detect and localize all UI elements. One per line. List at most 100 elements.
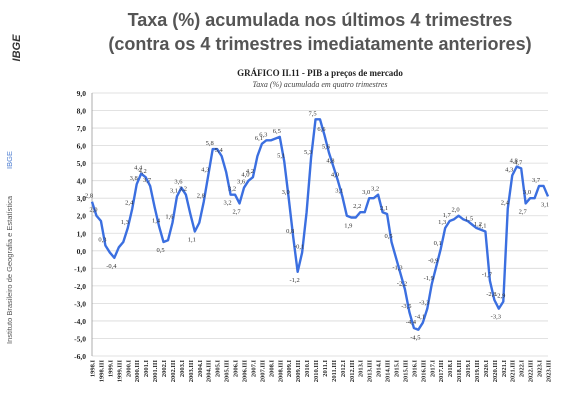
x-tick-label: 2000.I bbox=[125, 360, 132, 378]
data-label: 5,1 bbox=[277, 152, 285, 159]
x-tick-label: 2015.I bbox=[394, 360, 401, 378]
data-label: 2,4 bbox=[125, 200, 134, 207]
data-label: 3,2 bbox=[224, 200, 232, 207]
x-tick-label: 2014.III bbox=[385, 360, 392, 383]
data-label: 0,5 bbox=[384, 233, 392, 240]
data-label: 6,6 bbox=[317, 126, 326, 133]
x-tick-label: 2014.I bbox=[376, 360, 383, 378]
x-tick-label: 2019.III bbox=[474, 360, 481, 383]
x-tick-label: 2017.III bbox=[438, 360, 445, 383]
x-tick-label: 2020.I bbox=[483, 360, 490, 378]
y-tick-label: 0,0 bbox=[77, 247, 87, 256]
x-tick-label: 2007.III bbox=[259, 360, 266, 383]
data-label: -2,8 bbox=[486, 291, 496, 298]
x-tick-label: 2006.I bbox=[233, 360, 240, 378]
x-tick-label: 2004.III bbox=[206, 360, 213, 383]
data-label: 1,3 bbox=[121, 219, 129, 226]
chart-subtitle: Taxa (%) acumulada em quatro trimestres bbox=[253, 80, 388, 89]
x-tick-label: 2021.III bbox=[510, 360, 517, 383]
data-label: 2,8 bbox=[197, 193, 205, 200]
data-label: 7,5 bbox=[308, 110, 316, 117]
side-brand: IBGE bbox=[5, 151, 14, 169]
y-tick-label: -6,0 bbox=[74, 352, 86, 361]
header-title: (contra os 4 trimestres imediatamente an… bbox=[108, 34, 531, 54]
x-tick-label: 2000.III bbox=[134, 360, 141, 383]
data-label: 3,1 bbox=[541, 201, 549, 208]
data-label: 4,8 bbox=[326, 158, 334, 165]
chart-title: GRÁFICO II.11 - PIB a preços de mercado bbox=[237, 68, 403, 78]
x-tick-label: 2010.III bbox=[313, 360, 320, 383]
data-label: 1,7 bbox=[443, 212, 452, 219]
data-label: 2,8 bbox=[85, 193, 93, 200]
x-tick-label: 2004.I bbox=[197, 360, 204, 378]
x-tick-label: 2011.III bbox=[331, 360, 338, 382]
data-label: 3,1 bbox=[170, 187, 178, 194]
data-label: -0,1 bbox=[294, 244, 304, 251]
x-tick-label: 2012.III bbox=[349, 360, 356, 383]
data-label: 0,8 bbox=[286, 228, 294, 235]
data-label: 5,4 bbox=[215, 147, 224, 154]
data-label: 2,0 bbox=[452, 207, 460, 214]
data-label: 2,0 bbox=[89, 207, 97, 214]
data-line bbox=[90, 118, 550, 331]
x-tick-label: 2011.I bbox=[322, 360, 329, 377]
x-tick-label: 2017.I bbox=[429, 360, 436, 378]
data-label: 3,0 bbox=[282, 189, 290, 196]
data-label: 3,7 bbox=[143, 177, 152, 184]
x-tick-label: 2001.I bbox=[143, 360, 150, 378]
x-tick-label: 1998.III bbox=[98, 360, 105, 383]
data-label: 0,5 bbox=[156, 247, 164, 254]
data-label: -4,4 bbox=[406, 319, 417, 326]
data-label: 6,5 bbox=[273, 128, 281, 135]
data-label: 2,2 bbox=[353, 203, 361, 210]
x-tick-label: 2023.III bbox=[546, 360, 553, 383]
x-tick-label: 2016.III bbox=[420, 360, 427, 383]
y-tick-label: -4,0 bbox=[74, 317, 86, 326]
data-label: 4,7 bbox=[514, 159, 523, 166]
data-label: -3,3 bbox=[419, 300, 429, 307]
data-label: -0,4 bbox=[106, 263, 117, 270]
data-label: -4,5 bbox=[410, 335, 420, 342]
data-label: 3,8 bbox=[130, 175, 138, 182]
data-label: 1,4 bbox=[152, 217, 161, 224]
x-tick-label: 2008.III bbox=[277, 360, 284, 383]
data-label: 4,0 bbox=[331, 172, 339, 179]
data-label: 4,3 bbox=[201, 166, 209, 173]
data-label: -1,9 bbox=[424, 275, 434, 282]
x-tick-label: 1999.III bbox=[116, 360, 123, 383]
y-tick-label: 7,0 bbox=[77, 124, 87, 133]
data-label: 1,1 bbox=[188, 237, 196, 244]
data-label: 1,5 bbox=[465, 216, 473, 223]
x-tick-label: 2022.I bbox=[519, 360, 526, 378]
header-title: Taxa (%) acumulada nos últimos 4 trimest… bbox=[128, 10, 513, 30]
y-tick-label: -2,0 bbox=[74, 282, 86, 291]
data-label: 6,3 bbox=[259, 131, 267, 138]
data-label: 5,3 bbox=[304, 149, 312, 156]
x-tick-label: 2012.I bbox=[340, 360, 347, 378]
data-label: -1,2 bbox=[289, 277, 299, 284]
x-tick-label: 2010.I bbox=[304, 360, 311, 378]
data-label: 2,7 bbox=[519, 208, 528, 215]
x-tick-label: 2020.III bbox=[492, 360, 499, 383]
x-tick-label: 2009.III bbox=[295, 360, 302, 383]
x-tick-label: 2002.III bbox=[170, 360, 177, 383]
data-label: -2,2 bbox=[397, 280, 407, 287]
x-tick-label: 1999.I bbox=[107, 360, 114, 378]
y-tick-label: -3,0 bbox=[74, 299, 86, 308]
data-label: 1,9 bbox=[344, 222, 352, 229]
x-tick-label: 2022.III bbox=[528, 360, 535, 383]
x-tick-label: 2013.I bbox=[358, 360, 365, 378]
x-tick-label: 2019.I bbox=[465, 360, 472, 378]
data-label: 1,3 bbox=[438, 219, 446, 226]
x-tick-label: 2009.I bbox=[286, 360, 293, 378]
x-tick-label: 1998.I bbox=[90, 360, 97, 378]
x-tick-label: 2003.I bbox=[179, 360, 186, 378]
y-tick-label: 9,0 bbox=[77, 89, 87, 98]
data-label: 0,1 bbox=[434, 240, 442, 247]
x-tick-label: 2018.I bbox=[447, 360, 454, 378]
data-label: -1,7 bbox=[482, 272, 493, 279]
x-tick-label: 2002.I bbox=[161, 360, 168, 378]
y-tick-label: 6,0 bbox=[77, 142, 87, 151]
data-label: -4,1 bbox=[415, 314, 425, 321]
